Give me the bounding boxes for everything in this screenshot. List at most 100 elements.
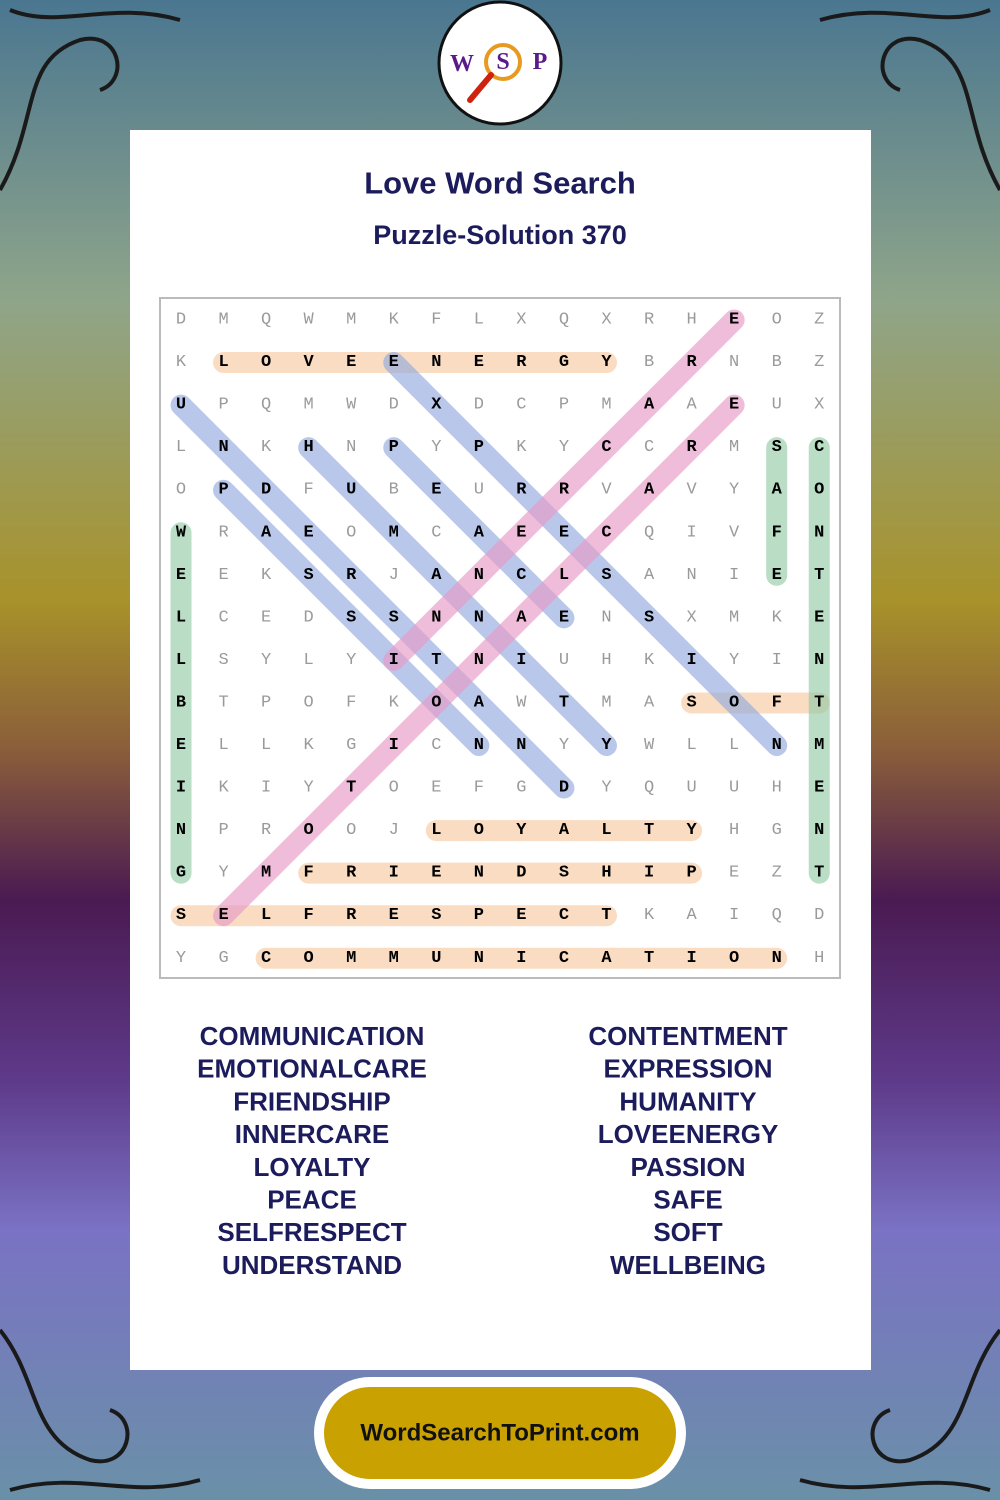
grid-letter: L	[559, 566, 569, 585]
grid-letter: N	[686, 566, 696, 585]
word: EXPRESSION	[603, 1054, 772, 1084]
grid-letter: A	[559, 821, 570, 840]
grid-letter: N	[729, 353, 739, 372]
grid-letter: E	[814, 608, 824, 627]
grid-letter: R	[218, 523, 228, 542]
grid-letter: M	[389, 949, 399, 968]
logo-letter: W	[450, 51, 474, 77]
grid-letter: C	[814, 438, 824, 457]
grid-letter: N	[176, 821, 186, 840]
grid-letter: N	[814, 523, 824, 542]
logo-handle	[467, 72, 494, 103]
grid-letter: G	[772, 821, 782, 840]
grid-letter: I	[261, 779, 271, 798]
word: PEACE	[267, 1185, 357, 1215]
word: CONTENTMENT	[588, 1021, 787, 1051]
grid-letter: R	[261, 821, 271, 840]
word: SOFT	[653, 1217, 722, 1247]
grid-letter: V	[686, 481, 697, 500]
grid-letter: N	[431, 353, 441, 372]
grid-letter: L	[729, 736, 739, 755]
grid-letter: O	[772, 311, 782, 330]
grid-letter: Q	[644, 523, 654, 542]
grid-letter: I	[729, 906, 739, 925]
grid-letter: Y	[176, 949, 186, 968]
grid-letter: Z	[814, 311, 824, 330]
grid-letter: L	[304, 651, 314, 670]
grid-letter: N	[474, 864, 484, 883]
grid-letter: Y	[729, 481, 739, 500]
grid-letter: E	[218, 906, 228, 925]
grid-letter: P	[218, 396, 228, 415]
grid-letter: A	[601, 949, 612, 968]
grid-letter: P	[389, 438, 399, 457]
grid-letter: F	[772, 523, 782, 542]
grid-letter: N	[474, 608, 484, 627]
grid-letter: J	[389, 821, 399, 840]
grid-letter: E	[304, 523, 314, 542]
grid-letter: D	[474, 396, 484, 415]
grid-letter: I	[176, 779, 186, 798]
grid-letter: X	[814, 396, 824, 415]
grid-letter: L	[261, 736, 271, 755]
grid-letter: W	[516, 693, 527, 712]
grid-letter: N	[772, 949, 782, 968]
grid-letter: E	[431, 864, 441, 883]
grid-letter: Y	[261, 651, 271, 670]
grid-letter: B	[176, 693, 186, 712]
grid-letter: O	[431, 693, 441, 712]
grid-letter: T	[814, 864, 824, 883]
grid-letter: E	[389, 353, 399, 372]
grid-letter: S	[601, 566, 611, 585]
grid-letter: E	[261, 608, 271, 627]
grid-letter: G	[516, 779, 526, 798]
grid-letter: X	[516, 311, 526, 330]
grid-letter: O	[304, 949, 314, 968]
grid-letter: T	[559, 693, 569, 712]
grid-letter: R	[516, 353, 527, 372]
word: HUMANITY	[619, 1086, 756, 1116]
word: SAFE	[653, 1185, 722, 1215]
grid-letter: S	[346, 608, 356, 627]
grid-letter: H	[601, 864, 611, 883]
grid-letter: T	[218, 693, 228, 712]
grid-letter: H	[814, 949, 824, 968]
grid-letter: U	[346, 481, 356, 500]
grid-letter: U	[176, 396, 186, 415]
grid-letter: C	[431, 736, 441, 755]
grid-letter: F	[772, 693, 782, 712]
grid-letter: R	[686, 353, 697, 372]
grid-letter: I	[686, 523, 696, 542]
grid-letter: O	[814, 481, 824, 500]
grid-letter: U	[559, 651, 569, 670]
grid-letter: H	[729, 821, 739, 840]
word-list: COMMUNICATIONEMOTIONALCAREFRIENDSHIPINNE…	[197, 1021, 788, 1280]
grid-letter: C	[516, 396, 526, 415]
grid-letter: I	[389, 651, 399, 670]
grid-frame	[159, 297, 841, 979]
grid-letter: E	[431, 481, 441, 500]
grid-letter: Y	[601, 779, 611, 798]
grid-letter: E	[559, 608, 569, 627]
grid-letter: K	[644, 906, 655, 925]
grid-letter: R	[559, 481, 570, 500]
grid-letter: O	[346, 523, 356, 542]
footer-button	[324, 1387, 676, 1479]
grid-letter: I	[729, 566, 739, 585]
grid-letter: O	[261, 353, 271, 372]
ornament	[0, 1328, 201, 1492]
grid-letter: I	[516, 949, 526, 968]
grid-letter: L	[474, 311, 484, 330]
grid-letter: K	[261, 566, 272, 585]
grid-letter: E	[729, 311, 739, 330]
grid-letter: O	[176, 481, 186, 500]
grid-letter: G	[346, 736, 356, 755]
grid-letter: A	[686, 396, 697, 415]
card	[130, 130, 871, 1370]
grid-letter: I	[389, 736, 399, 755]
grid-letter: M	[261, 864, 271, 883]
grid-letter: L	[686, 736, 696, 755]
grid-letter: N	[474, 651, 484, 670]
grid-letter: I	[772, 651, 782, 670]
grid-letter: U	[772, 396, 782, 415]
